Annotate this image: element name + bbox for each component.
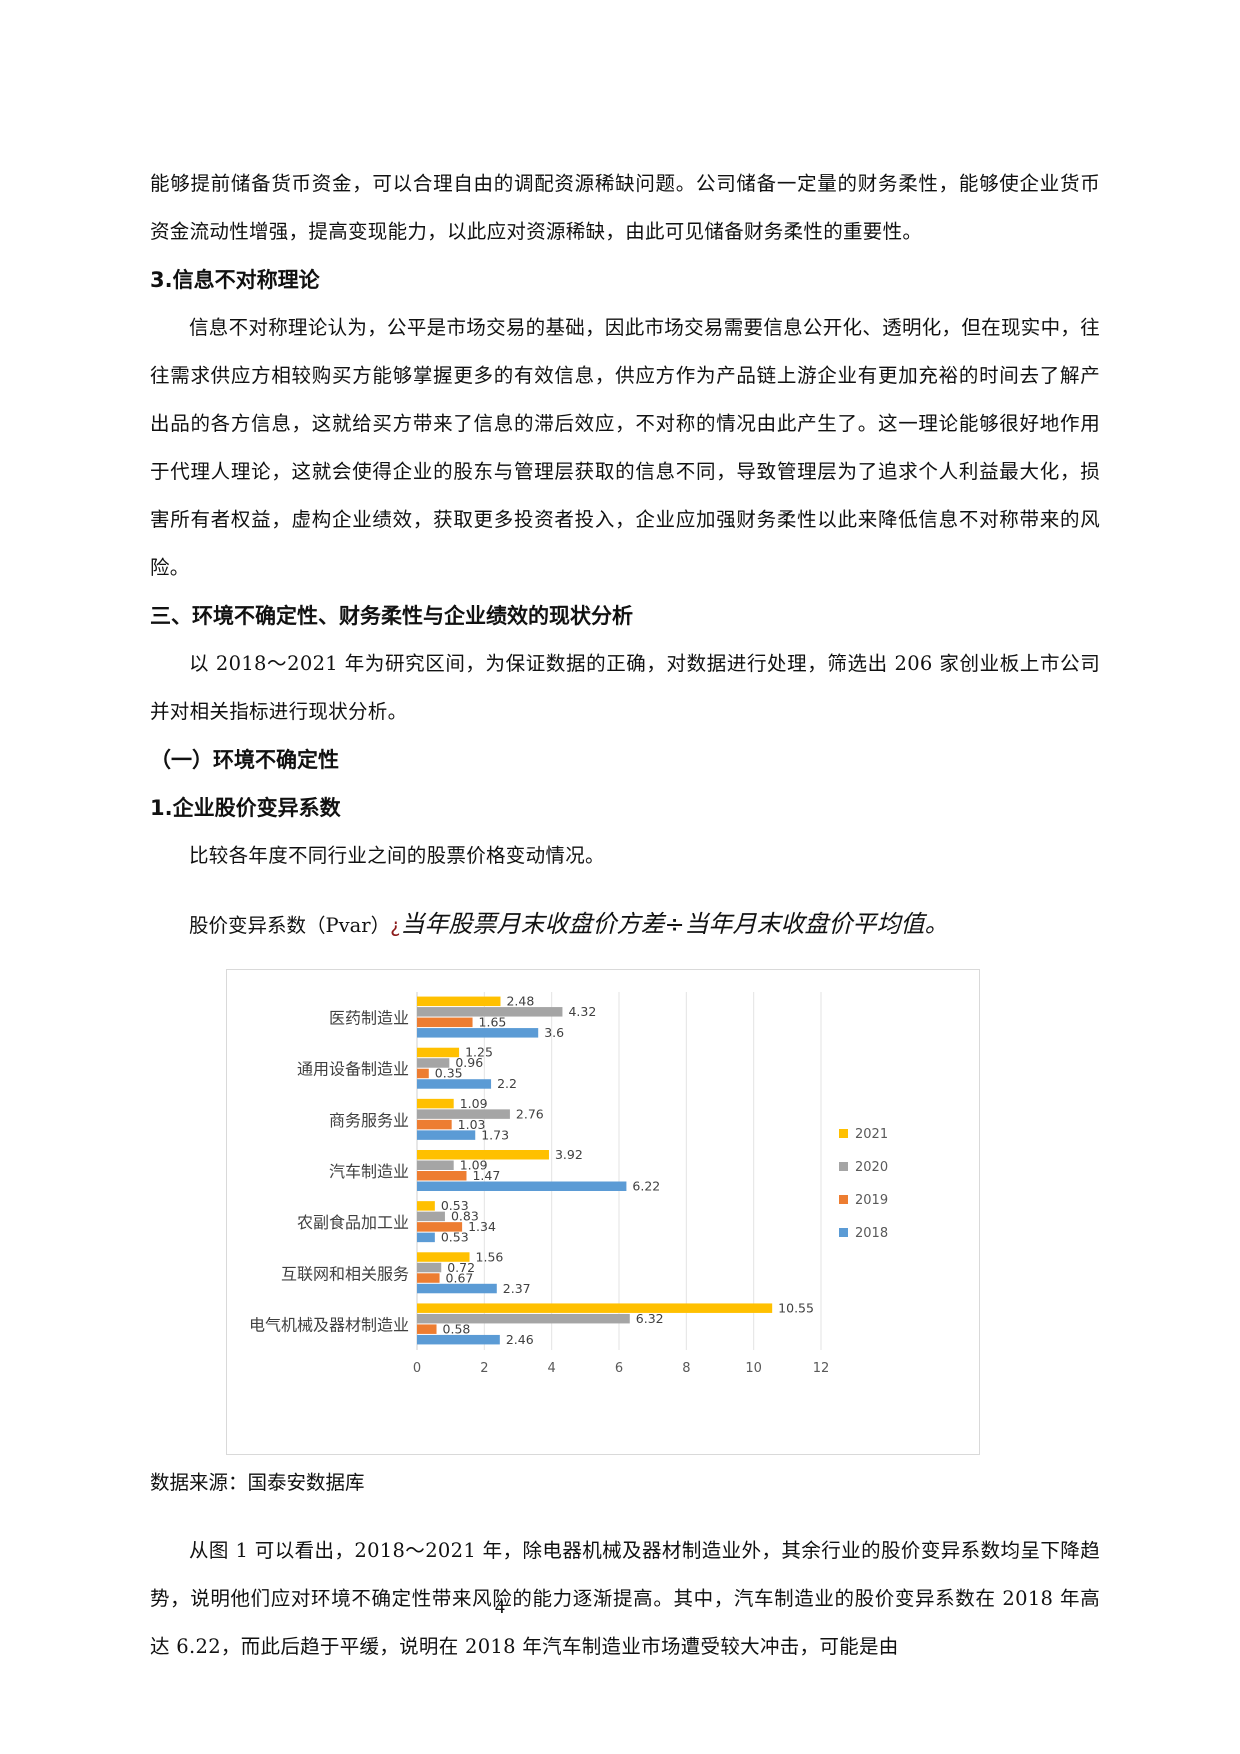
bar: [417, 1222, 463, 1232]
legend-swatch: [839, 1195, 848, 1204]
category-label: 汽车制造业: [329, 1162, 409, 1181]
bar: [417, 1303, 773, 1313]
x-tick-label: 12: [813, 1361, 830, 1376]
category-label: 商务服务业: [329, 1111, 409, 1130]
bar: [417, 1273, 440, 1283]
data-label: 2.76: [516, 1106, 544, 1121]
paragraph-resource-reserve: 能够提前储备货币资金，可以合理自由的调配资源稀缺问题。公司储备一定量的财务柔性，…: [150, 172, 1100, 243]
data-label: 3.6: [544, 1025, 564, 1040]
data-label: 1.34: [468, 1219, 496, 1234]
bar: [417, 1058, 450, 1068]
bar: [417, 1098, 454, 1109]
data-label: 0.96: [455, 1055, 483, 1070]
paragraph-figure-analysis: 从图 1 可以看出，2018～2021 年，除电器机械及器材制造业外，其余行业的…: [150, 1538, 1100, 1658]
formula-expression: 当年股票月末收盘价方差÷当年月末收盘价平均值: [400, 909, 925, 938]
heading-stock-price-variation: 1.企业股价变异系数: [150, 796, 341, 820]
category-label: 通用设备制造业: [297, 1060, 409, 1079]
bar: [417, 1119, 452, 1130]
bar: [417, 1181, 627, 1191]
data-label: 6.32: [636, 1311, 664, 1326]
data-label: 0.35: [435, 1066, 463, 1081]
bar: [417, 1160, 454, 1170]
chart-pvar-by-industry: 0 2 4 6 8 10 12 医药制造业 2.48 4.32 1.65 3.6 通用设备制造业 1.25…: [226, 969, 980, 1455]
paragraph-compare-industries: 比较各年度不同行业之间的股票价格变动情况。: [189, 844, 605, 867]
bar: [417, 1007, 563, 1017]
data-label: 2.46: [506, 1332, 534, 1347]
bar: [417, 1262, 442, 1273]
data-label: 0.67: [446, 1270, 474, 1285]
data-label: 1.09: [460, 1096, 488, 1111]
legend-label: 2019: [855, 1193, 888, 1208]
data-label: 2.37: [503, 1281, 531, 1296]
data-source-note: 数据来源：国泰安数据库: [150, 1471, 365, 1494]
paragraph-research-period: 以 2018～2021 年为研究区间，为保证数据的正确，对数据进行处理，筛选出 …: [150, 652, 1100, 723]
bar: [417, 1028, 539, 1038]
bar: [417, 1334, 500, 1345]
bar: [417, 1068, 429, 1079]
data-label: 1.09: [460, 1158, 488, 1173]
bar: [417, 1313, 630, 1324]
heading-environment-uncertainty: （一）环境不确定性: [150, 748, 339, 772]
bar: [417, 1047, 460, 1058]
bar: [417, 1252, 470, 1262]
data-label: 0.83: [451, 1209, 479, 1224]
page-number: 4: [494, 1598, 506, 1618]
category-label: 医药制造业: [329, 1009, 409, 1028]
bar: [417, 1171, 467, 1181]
legend-swatch: [839, 1129, 848, 1138]
chart-svg: 0 2 4 6 8 10 12 医药制造业 2.48 4.32 1.65 3.6 通用设备制造业 1.25…: [249, 992, 888, 1376]
formula-prefix: 股价变异系数（Pvar）: [189, 913, 391, 937]
data-label: 1.73: [481, 1127, 509, 1142]
category-label: 农副食品加工业: [297, 1213, 409, 1232]
legend-label: 2021: [855, 1127, 888, 1142]
page-content: 能够提前储备货币资金，可以合理自由的调配资源稀缺问题。公司储备一定量的财务柔性，…: [150, 160, 1100, 1671]
category-label: 互联网和相关服务: [281, 1264, 409, 1283]
bar: [417, 1201, 435, 1211]
x-tick-label: 4: [548, 1361, 556, 1376]
data-label: 0.72: [447, 1260, 475, 1275]
data-label: 0.53: [441, 1198, 469, 1213]
bar: [417, 1232, 435, 1243]
x-tick-label: 2: [480, 1361, 488, 1376]
legend-label: 2020: [855, 1160, 888, 1175]
data-label: 10.55: [778, 1300, 814, 1315]
data-label: 2.48: [506, 994, 534, 1009]
legend-swatch: [839, 1162, 848, 1171]
data-label: 3.92: [555, 1147, 583, 1162]
formula-end: 。: [924, 909, 949, 938]
bar: [417, 1283, 497, 1294]
data-label: 1.56: [476, 1249, 504, 1264]
bar: [417, 1109, 510, 1119]
data-label: 0.58: [443, 1321, 471, 1336]
heading-section-three: 三、环境不确定性、财务柔性与企业绩效的现状分析: [150, 604, 633, 628]
bar: [417, 1150, 549, 1160]
data-label: 6.22: [632, 1179, 660, 1194]
bar: [417, 1017, 473, 1028]
bar: [417, 1130, 476, 1140]
x-tick-label: 8: [682, 1361, 690, 1376]
heading-information-asymmetry: 3.信息不对称理论: [150, 268, 320, 292]
x-tick-label: 10: [745, 1361, 762, 1376]
bar: [417, 1211, 445, 1222]
data-label: 0.53: [441, 1230, 469, 1245]
legend-label: 2018: [855, 1226, 888, 1241]
data-label: 1.47: [472, 1168, 500, 1183]
x-tick-label: 0: [413, 1361, 421, 1376]
legend-swatch: [839, 1228, 848, 1237]
formula-glyph: ¿: [390, 913, 401, 937]
data-label: 1.03: [458, 1117, 486, 1132]
formula-pvar: 股价变异系数（Pvar）¿当年股票月末收盘价方差÷当年月末收盘价平均值。: [150, 900, 1100, 950]
data-label: 1.65: [479, 1015, 507, 1030]
bar: [417, 1324, 437, 1334]
data-label: 2.2: [497, 1076, 517, 1091]
category-label: 电气机械及器材制造业: [249, 1315, 409, 1334]
bar: [417, 996, 501, 1007]
x-tick-label: 6: [615, 1361, 623, 1376]
paragraph-information-asymmetry: 信息不对称理论认为，公平是市场交易的基础，因此市场交易需要信息公开化、透明化，但…: [150, 316, 1100, 579]
data-label: 1.25: [465, 1045, 493, 1060]
bar: [417, 1079, 492, 1089]
data-label: 4.32: [568, 1004, 596, 1019]
